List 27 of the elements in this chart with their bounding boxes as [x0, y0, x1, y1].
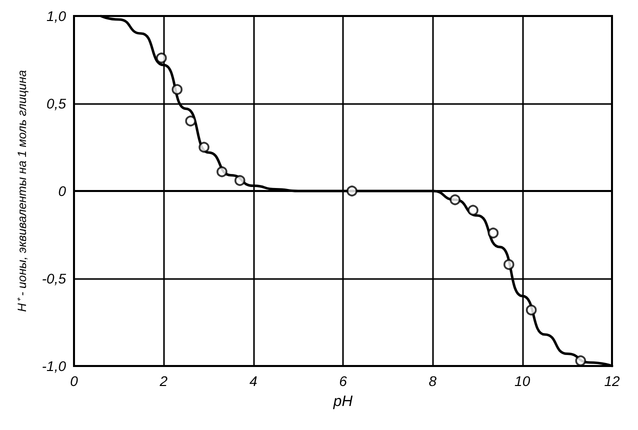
point: [216, 166, 228, 178]
x-axis-title: pH: [332, 393, 353, 410]
point: [346, 186, 358, 196]
point: [234, 175, 246, 186]
x-tick-label: 10: [514, 373, 530, 389]
y-axis-title: H⁺ - ионы, эквиваленты на 1 моль глицина: [15, 70, 29, 312]
point: [468, 204, 478, 216]
point: [526, 304, 537, 316]
x-tick-label: 8: [428, 373, 437, 389]
x-tick-label: 2: [158, 373, 168, 389]
x-tick-label: 12: [604, 373, 620, 389]
x-tick-label: 0: [70, 373, 78, 389]
point: [185, 116, 196, 126]
x-tick-label: 6: [339, 373, 348, 389]
y-tick-label: -1,0: [42, 358, 66, 374]
y-tick-label: 0: [58, 183, 66, 199]
point: [450, 194, 460, 206]
y-tick-label: 1,0: [46, 8, 66, 24]
point: [198, 142, 210, 153]
point: [575, 355, 586, 366]
y-tick-label: 0,5: [46, 96, 66, 112]
point: [156, 52, 167, 64]
point: [488, 228, 499, 238]
x-tick-label: 4: [249, 373, 258, 389]
y-tick-label: -0,5: [42, 270, 66, 286]
point: [503, 259, 514, 270]
point: [172, 84, 183, 95]
